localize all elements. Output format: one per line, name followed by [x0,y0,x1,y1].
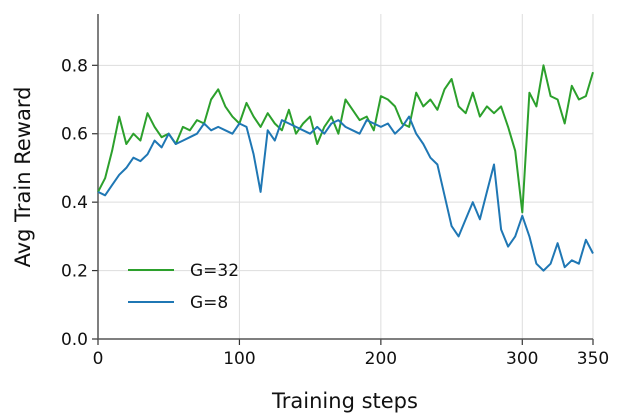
y-tick-label: 0.0 [61,330,88,350]
y-tick-label: 0.6 [61,125,88,145]
y-tick-label: 0.4 [61,193,88,213]
x-tick-label: 200 [365,349,397,369]
x-tick-label: 300 [506,349,538,369]
series-line [97,115,594,272]
y-tick-label: 0.2 [61,262,88,282]
legend-label: G=8 [190,293,228,313]
x-tick-label: 100 [223,349,255,369]
series-line [97,64,594,214]
x-axis-label: Training steps [271,389,418,413]
y-tick-label: 0.8 [61,56,88,76]
x-tick-label: 0 [93,349,104,369]
y-axis-label: Avg Train Reward [11,87,35,268]
x-tick-label: 350 [577,349,609,369]
legend-label: G=32 [190,261,239,281]
